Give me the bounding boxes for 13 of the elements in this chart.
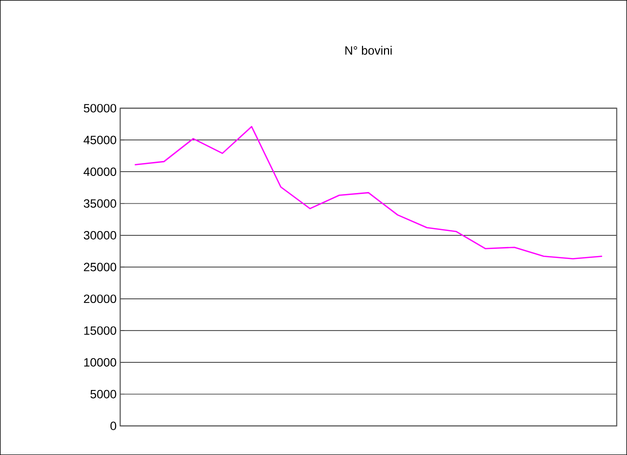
y-tick-label: 50000	[84, 104, 116, 112]
y-tick-label: 40000	[84, 167, 116, 176]
y-tick-label: 20000	[84, 294, 116, 303]
y-tick-label: 30000	[84, 230, 116, 240]
y-tick-label: 45000	[84, 136, 116, 144]
chart-title: N° bovini	[345, 46, 392, 55]
y-tick-label: 25000	[84, 262, 116, 272]
y-tick-label: 10000	[84, 358, 116, 367]
y-tick-label: 15000	[84, 326, 116, 335]
line-series	[134, 126, 603, 260]
y-tick-label: 0	[110, 422, 116, 430]
y-tick-label: 35000	[84, 199, 116, 208]
y-tick-label: 5000	[90, 390, 116, 398]
